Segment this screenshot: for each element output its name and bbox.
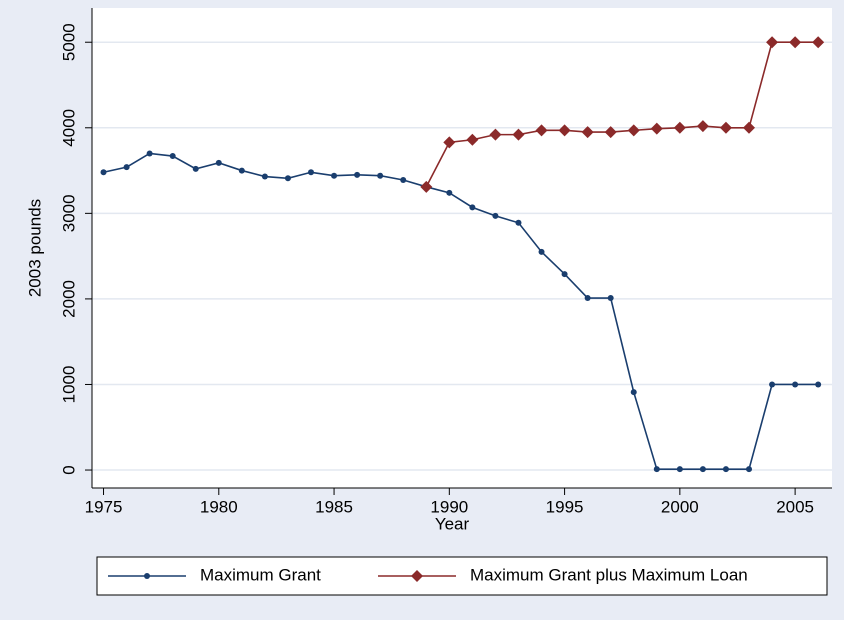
x-tick-label: 1985 bbox=[315, 497, 353, 516]
marker bbox=[584, 295, 591, 302]
marker bbox=[469, 204, 476, 211]
legend bbox=[96, 556, 828, 596]
marker bbox=[538, 248, 545, 255]
marker bbox=[144, 573, 150, 579]
marker bbox=[696, 120, 709, 133]
marker bbox=[746, 466, 753, 473]
marker bbox=[792, 381, 799, 388]
series-line bbox=[103, 152, 819, 470]
marker bbox=[719, 121, 732, 134]
marker bbox=[443, 136, 456, 149]
marker bbox=[535, 124, 548, 137]
legend-label: Maximum Grant bbox=[200, 565, 321, 584]
marker bbox=[789, 36, 802, 49]
plot-area bbox=[92, 8, 832, 488]
y-axis-title: 2003 pounds bbox=[25, 199, 44, 297]
marker bbox=[815, 381, 822, 388]
marker bbox=[812, 36, 825, 49]
marker bbox=[627, 124, 640, 137]
marker bbox=[699, 466, 706, 473]
marker bbox=[123, 164, 130, 171]
y-tick-label: 3000 bbox=[59, 194, 78, 232]
marker bbox=[653, 466, 660, 473]
x-axis-title: Year bbox=[435, 514, 470, 533]
marker bbox=[308, 169, 315, 176]
y-tick-label: 1000 bbox=[59, 366, 78, 404]
y-tick-label: 4000 bbox=[59, 109, 78, 147]
x-tick-label: 1975 bbox=[85, 497, 123, 516]
marker bbox=[676, 466, 683, 473]
marker bbox=[515, 219, 522, 226]
marker bbox=[492, 212, 499, 219]
legend-label: Maximum Grant plus Maximum Loan bbox=[470, 565, 748, 584]
marker bbox=[192, 165, 199, 172]
marker bbox=[561, 271, 568, 278]
marker bbox=[630, 389, 637, 396]
marker bbox=[261, 173, 268, 180]
marker bbox=[169, 153, 176, 160]
marker bbox=[766, 36, 779, 49]
marker bbox=[400, 176, 407, 183]
x-tick-label: 2000 bbox=[661, 497, 699, 516]
marker bbox=[607, 295, 614, 302]
y-tick-label: 2000 bbox=[59, 280, 78, 318]
marker bbox=[604, 126, 617, 139]
x-tick-label: 1980 bbox=[200, 497, 238, 516]
marker bbox=[512, 128, 525, 141]
marker bbox=[446, 189, 453, 196]
marker bbox=[581, 126, 594, 139]
marker bbox=[100, 169, 107, 176]
marker bbox=[743, 121, 756, 134]
marker bbox=[354, 171, 361, 178]
marker bbox=[146, 150, 153, 157]
marker bbox=[650, 122, 663, 135]
y-tick-label: 0 bbox=[59, 465, 78, 474]
marker bbox=[377, 172, 384, 179]
marker bbox=[411, 570, 423, 582]
marker bbox=[238, 167, 245, 174]
x-tick-label: 1995 bbox=[546, 497, 584, 516]
marker bbox=[722, 466, 729, 473]
x-tick-label: 2005 bbox=[776, 497, 814, 516]
marker bbox=[420, 180, 433, 193]
marker bbox=[284, 175, 291, 182]
marker bbox=[673, 121, 686, 134]
marker bbox=[489, 128, 502, 141]
x-tick-label: 1990 bbox=[430, 497, 468, 516]
y-tick-label: 5000 bbox=[59, 23, 78, 61]
marker bbox=[466, 133, 479, 146]
marker bbox=[331, 172, 338, 179]
marker bbox=[558, 124, 571, 137]
marker bbox=[215, 159, 222, 166]
marker bbox=[769, 381, 776, 388]
